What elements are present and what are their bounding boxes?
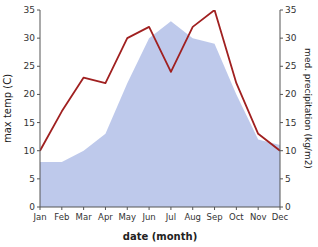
y2-axis-line bbox=[280, 10, 281, 207]
x-tick bbox=[40, 207, 41, 210]
y2-tick-label: 0 bbox=[285, 202, 291, 212]
y-tick bbox=[37, 150, 40, 151]
y2-axis-label: med. precipitation (kg/m2) bbox=[303, 48, 313, 169]
y-tick bbox=[37, 38, 40, 39]
x-tick bbox=[170, 207, 171, 210]
x-tick bbox=[105, 207, 106, 210]
y-tick bbox=[37, 122, 40, 123]
x-tick bbox=[236, 207, 237, 210]
y-tick-label: 30 bbox=[24, 33, 36, 43]
x-tick bbox=[192, 207, 193, 210]
y-tick-label: 15 bbox=[24, 118, 35, 128]
y2-tick-label: 5 bbox=[285, 174, 291, 184]
x-tick-label: Aug bbox=[184, 212, 201, 222]
x-tick bbox=[127, 207, 128, 210]
x-tick-label: Nov bbox=[250, 212, 267, 222]
y2-tick-label: 10 bbox=[285, 146, 297, 156]
x-tick-label: Oct bbox=[229, 212, 244, 222]
x-tick-label: May bbox=[118, 212, 136, 222]
y-tick bbox=[37, 178, 40, 179]
y-tick-label: 35 bbox=[24, 5, 35, 15]
x-tick bbox=[83, 207, 84, 210]
y-tick bbox=[37, 10, 40, 11]
x-tick bbox=[258, 207, 259, 210]
line bbox=[40, 10, 280, 151]
x-tick bbox=[214, 207, 215, 210]
y-tick-label: 0 bbox=[29, 202, 35, 212]
y2-tick bbox=[280, 10, 283, 11]
y2-tick bbox=[280, 150, 283, 151]
y-tick bbox=[37, 66, 40, 67]
plot-area bbox=[40, 10, 280, 207]
y-axis-label: max temp (C) bbox=[2, 74, 13, 143]
x-tick-label: Sep bbox=[207, 212, 223, 222]
x-tick-label: Jan bbox=[32, 212, 46, 222]
y-tick-label: 10 bbox=[24, 146, 36, 156]
y2-tick bbox=[280, 94, 283, 95]
y2-tick-label: 20 bbox=[285, 89, 297, 99]
x-tick bbox=[280, 207, 281, 210]
x-axis-line bbox=[40, 207, 280, 208]
y2-tick-label: 30 bbox=[285, 33, 297, 43]
y2-tick-label: 35 bbox=[285, 5, 296, 15]
y-axis-line bbox=[40, 10, 41, 207]
x-axis-label: date (month) bbox=[123, 231, 197, 242]
x-tick-label: Apr bbox=[98, 212, 113, 222]
y-tick-label: 25 bbox=[24, 61, 35, 71]
y2-tick bbox=[280, 122, 283, 123]
y-tick-label: 5 bbox=[29, 174, 35, 184]
x-tick-label: Dec bbox=[272, 212, 289, 222]
x-tick-label: Mar bbox=[76, 212, 93, 222]
x-tick bbox=[149, 207, 150, 210]
y2-tick bbox=[280, 178, 283, 179]
x-tick-label: Feb bbox=[54, 212, 69, 222]
y2-tick bbox=[280, 66, 283, 67]
y2-tick-label: 15 bbox=[285, 118, 296, 128]
chart: 0 5 10 15 20 25 30 35 0 5 10 15 20 25 30 35 Jan Feb Mar Apr… bbox=[0, 0, 318, 247]
x-tick bbox=[61, 207, 62, 210]
y2-tick-label: 25 bbox=[285, 61, 296, 71]
y-tick bbox=[37, 94, 40, 95]
y-tick-label: 20 bbox=[24, 89, 36, 99]
x-tick-label: Jun bbox=[141, 212, 155, 222]
y2-tick bbox=[280, 38, 283, 39]
x-tick-label: Jul bbox=[165, 212, 176, 222]
